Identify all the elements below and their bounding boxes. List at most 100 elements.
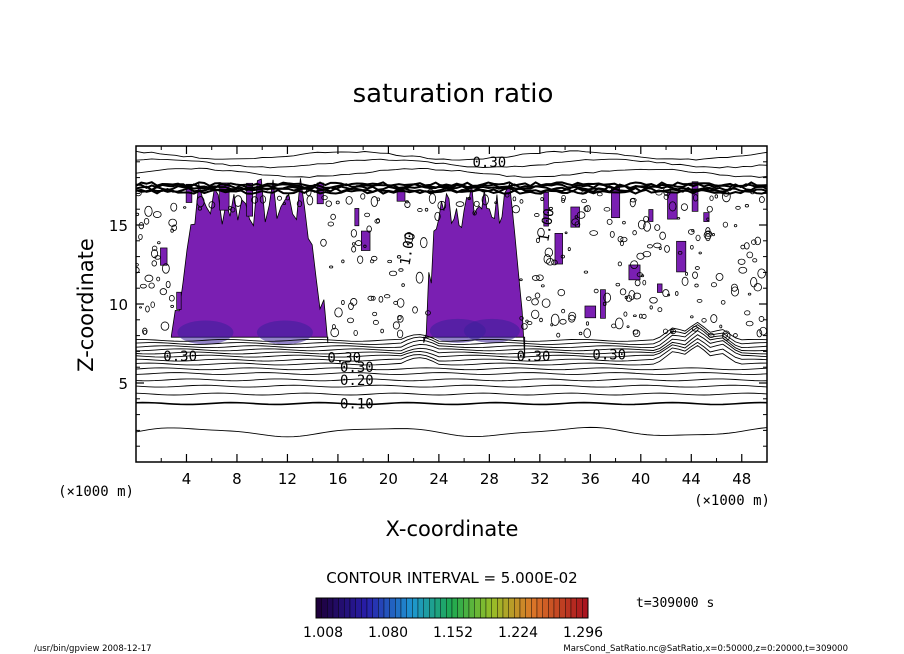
contour-fragment xyxy=(321,195,328,201)
supersat-patch xyxy=(396,191,406,202)
contour-fragment xyxy=(397,315,402,321)
contour-fragment xyxy=(282,202,287,206)
contour-fragment xyxy=(196,196,205,208)
x-tick-label: 32 xyxy=(530,470,549,488)
contour-fragment xyxy=(617,261,622,267)
contour-line xyxy=(136,392,767,396)
footer-left: /usr/bin/gpview 2008-12-17 xyxy=(34,644,152,654)
contour-fragment xyxy=(696,299,703,303)
contour-fragment xyxy=(629,197,637,203)
contour-line xyxy=(136,181,767,188)
contour-fragment xyxy=(519,278,523,282)
contour-label: 1.00 xyxy=(398,231,420,267)
contour-fragment xyxy=(730,283,738,292)
x-tick-label: 44 xyxy=(682,470,701,488)
contour-fragment xyxy=(654,224,661,231)
contour-line xyxy=(136,150,767,161)
contour-fragment xyxy=(380,328,384,334)
contour-fragment xyxy=(720,300,726,305)
contour-fragment xyxy=(619,240,624,247)
contour-fragment xyxy=(378,295,384,303)
contour-fragment xyxy=(348,302,354,311)
contour-label: 0.10 xyxy=(340,397,374,413)
colorbar-cell xyxy=(542,597,549,619)
contour-line xyxy=(136,344,767,366)
contour-fragment xyxy=(367,295,374,301)
contour-fragment xyxy=(370,196,379,207)
colorbar-cell xyxy=(497,597,504,619)
x-tick-label: 8 xyxy=(232,470,242,488)
contour-fragment xyxy=(374,218,380,224)
contour-fragment xyxy=(139,283,147,289)
contour-fragment xyxy=(750,239,757,245)
contour-fragment xyxy=(733,224,738,228)
contour-fragment xyxy=(574,221,581,228)
contour-fragment xyxy=(653,242,662,249)
colorbar-cell xyxy=(491,597,498,619)
contour-fragment xyxy=(744,204,749,208)
contour-fragment xyxy=(320,238,327,247)
colorbar-cell xyxy=(582,597,589,619)
colorbar-cell xyxy=(355,597,362,619)
contour-fragment xyxy=(534,213,540,217)
contour-fragment xyxy=(151,260,157,267)
contour-fragment xyxy=(630,260,639,269)
contour-fragment xyxy=(372,311,378,317)
contour-fragment xyxy=(564,231,568,235)
contour-fragment xyxy=(738,266,748,274)
contour-fragment xyxy=(531,309,540,319)
contour-fragment xyxy=(376,197,380,202)
contour-label: 0.30 xyxy=(592,348,626,364)
contour-fragment xyxy=(632,292,642,300)
contour-fragment xyxy=(602,301,607,307)
colorbar-cell xyxy=(327,597,334,619)
colorbar-cell xyxy=(559,597,566,619)
colorbar xyxy=(315,597,589,619)
contour-fragment xyxy=(151,245,158,251)
contour-fragment xyxy=(551,259,558,266)
x-tick-label: 48 xyxy=(732,470,751,488)
contour-line xyxy=(136,158,767,169)
contour-fragment xyxy=(715,272,724,281)
colorbar-cell xyxy=(349,597,356,619)
contour-fragment xyxy=(296,200,303,208)
contour-fragment xyxy=(145,305,150,313)
contour-fragment xyxy=(757,268,766,279)
contour-fragment xyxy=(626,325,630,328)
contour-fragment xyxy=(606,218,613,225)
supersat-patch xyxy=(543,191,549,227)
contour-line xyxy=(136,338,767,358)
contour-fragment xyxy=(659,231,666,240)
contour-fragment xyxy=(576,211,586,219)
x-tick-label: 16 xyxy=(328,470,347,488)
supersat-patch xyxy=(176,291,182,310)
contour-fragment xyxy=(519,315,524,321)
contour-label: 0.30 xyxy=(163,349,197,365)
contour-fragment xyxy=(428,193,437,204)
contour-fragment xyxy=(581,198,587,204)
contour-line xyxy=(136,321,767,342)
colorbar-labels: 1.008 1.080 1.152 1.224 1.296 xyxy=(303,625,603,641)
contour-fragment xyxy=(561,194,566,202)
contour-fragment xyxy=(404,201,411,208)
colorbar-cell xyxy=(525,597,532,619)
colorbar-cell xyxy=(315,597,322,619)
contour-fragment xyxy=(171,224,177,231)
colorbar-cell xyxy=(383,597,390,619)
contour-fragment xyxy=(706,205,713,213)
colorbar-label: 1.080 xyxy=(368,625,408,641)
colorbar-cell xyxy=(463,597,470,619)
contour-fragment xyxy=(351,246,357,253)
contour-fragment xyxy=(733,333,738,338)
contour-fragment xyxy=(578,331,583,336)
contour-label: 0.20 xyxy=(340,373,374,389)
contour-fragment xyxy=(636,272,643,278)
contour-fragment xyxy=(624,295,629,300)
contour-fragment xyxy=(138,233,143,240)
contour-fragment xyxy=(511,205,520,214)
contour-fragment xyxy=(746,251,754,259)
y-tick-label: 15 xyxy=(109,217,128,235)
contour-fragment xyxy=(619,288,627,296)
colorbar-cell xyxy=(417,597,424,619)
